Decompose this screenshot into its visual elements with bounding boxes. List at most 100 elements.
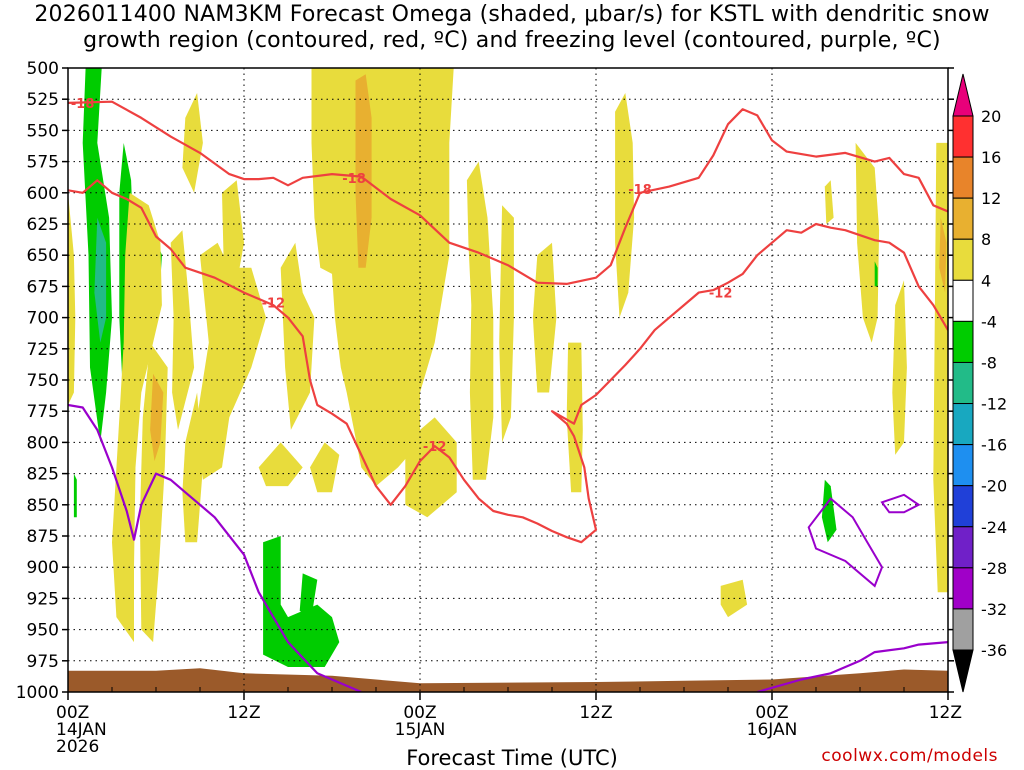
x-tick-label: 12Z [929, 703, 962, 723]
colorbar-label: 16 [981, 148, 1001, 167]
contour-lines [68, 100, 948, 692]
colorbar-label: -32 [981, 600, 1007, 619]
y-tick-label: 825 [27, 465, 59, 485]
omega-shade-22 [566, 342, 583, 493]
y-tick-label: 700 [27, 309, 59, 329]
freezing-level-loop [807, 497, 884, 588]
colorbar-label: -24 [981, 518, 1007, 537]
contour-line [68, 179, 948, 544]
colorbar-segment [952, 403, 974, 446]
y-tick-label: 525 [27, 90, 59, 110]
colorbar-label: -20 [981, 477, 1007, 496]
contour-label: -12 [262, 297, 286, 312]
colorbar-segment [952, 444, 974, 487]
x-tick-label: 00Z [403, 703, 436, 723]
credit-text: coolwx.com/models [821, 746, 998, 766]
y-tick-label: 725 [27, 340, 59, 360]
colorbar-label: -4 [981, 312, 997, 331]
omega-shade-21 [532, 242, 557, 393]
colorbar-segment [952, 567, 974, 610]
y-tick-label: 650 [27, 246, 59, 266]
x-tick-label: 16JAN [747, 720, 798, 740]
contour-label: -12 [709, 287, 733, 302]
colorbar-segment [952, 320, 974, 363]
colorbar-label: -36 [981, 641, 1007, 660]
y-tick-label: 775 [27, 402, 59, 422]
colorbar-label: -12 [981, 395, 1007, 414]
chart-title-line1: 2026011400 NAM3KM Forecast Omega (shaded… [34, 2, 990, 27]
y-tick-label: 575 [27, 153, 59, 173]
omega-shade-34 [874, 261, 878, 287]
chart-title-line2: growth region (contoured, red, ºC) and f… [83, 28, 941, 53]
y-tick-label: 975 [27, 652, 59, 672]
omega-shade-16 [311, 68, 454, 487]
colorbar-segment [952, 156, 974, 199]
colorbar-segment [952, 526, 974, 569]
freezing-level-loop [880, 493, 921, 514]
omega-shade-11 [280, 242, 315, 430]
y-tick-label: 900 [27, 558, 59, 578]
x-tick-label: 14JAN [56, 720, 107, 740]
colorbar-label: 4 [981, 271, 991, 290]
omega-shade-3 [94, 217, 107, 343]
omega-shade-5 [112, 192, 162, 643]
contour-label: -18 [71, 97, 95, 112]
colorbar-segment [952, 279, 974, 322]
colorbar-segment [952, 361, 974, 405]
x-axis-label: Forecast Time (UTC) [406, 746, 618, 770]
omega-shade-14 [258, 442, 303, 487]
colorbar-segment [952, 197, 974, 240]
omega-shade-33 [821, 479, 837, 543]
omega-shade-20 [499, 205, 514, 443]
colorbar-label: -28 [981, 559, 1007, 578]
x-tick-label: 12Z [227, 703, 260, 723]
colorbar: 20 16 12 8 4 -4 -8 -12 -16 -20 -24 -28 -32 -36 [952, 73, 1007, 693]
x-tick-label: 2026 [56, 737, 99, 757]
colorbar-segment [952, 238, 974, 281]
contour-label: -18 [628, 183, 652, 198]
ground-layer [68, 668, 948, 692]
x-tick-label: 00Z [56, 703, 89, 723]
colorbar-segment [952, 608, 974, 651]
colorbar-segment [952, 485, 974, 528]
omega-shade-18 [405, 417, 457, 518]
contour-labels: -18 -18 -18 -12 -12 -12 [71, 97, 733, 455]
omega-shade-13 [182, 392, 203, 543]
contour-label: -12 [423, 440, 447, 455]
omega-shade-12 [182, 93, 203, 193]
omega-shade-10 [222, 180, 244, 293]
omega-shade-9 [197, 242, 266, 480]
omega-shade-26 [855, 142, 880, 343]
grid [67, 68, 948, 692]
omega-shade-15 [310, 442, 340, 493]
y-tick-label: 800 [27, 433, 59, 453]
colorbar-label: 8 [981, 230, 991, 249]
colorbar-segment [952, 115, 974, 158]
omega-shade-27 [892, 280, 907, 455]
contour-line [68, 100, 948, 285]
omega-shade-19 [466, 161, 494, 480]
omega-shade-7 [150, 373, 164, 462]
contour-line [68, 403, 362, 692]
omega-shade-25 [824, 180, 834, 224]
y-tick-label: 1000 [16, 683, 59, 703]
y-tick-label: 950 [27, 621, 59, 641]
ground-fill [68, 668, 948, 692]
omega-shade-0 [68, 192, 76, 405]
chart-title: 2026011400 NAM3KM Forecast Omega (shaded… [0, 2, 1024, 54]
y-tick-label: 850 [27, 496, 59, 516]
y-tick-label: 875 [27, 527, 59, 547]
contour-line [756, 641, 948, 692]
omega-shade-31 [299, 573, 318, 618]
y-tick-label: 500 [27, 59, 59, 79]
colorbar-segment [952, 649, 974, 693]
omega-shading [68, 68, 948, 667]
x-tick-label: 12Z [579, 703, 612, 723]
x-tick-label: 15JAN [395, 720, 446, 740]
colorbar-label: -16 [981, 436, 1007, 455]
y-axis: 500 525 550 575 600 625 650 675 700 725 750 775 800 8… [16, 59, 954, 703]
colorbar-label: 12 [981, 189, 1001, 208]
colorbar-label: -8 [981, 353, 997, 372]
